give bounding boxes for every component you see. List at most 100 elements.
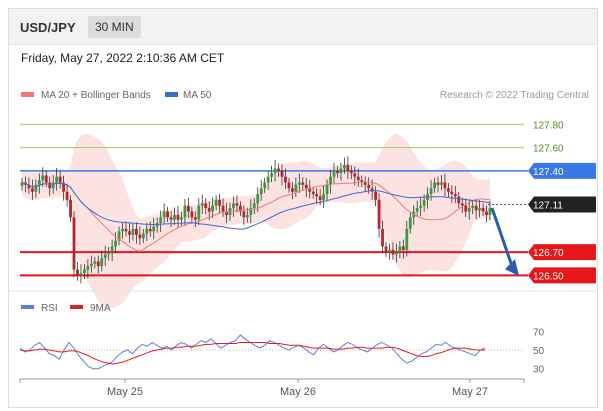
level-label-127-80: 127.80 bbox=[533, 120, 564, 131]
candle-body bbox=[20, 182, 24, 186]
rsi-legend-swatch bbox=[21, 305, 34, 309]
candle-body bbox=[422, 199, 426, 206]
candle-body bbox=[65, 191, 69, 200]
candle-body bbox=[284, 176, 287, 183]
candle-body bbox=[173, 215, 176, 220]
candle-body bbox=[273, 168, 277, 174]
candle-body bbox=[93, 261, 97, 264]
candle-body bbox=[245, 215, 249, 218]
rsi-line bbox=[19, 334, 486, 370]
candle-body bbox=[263, 182, 267, 189]
candle-body bbox=[218, 199, 221, 206]
candle-body bbox=[256, 194, 260, 204]
candle-body bbox=[232, 203, 235, 209]
candle-body bbox=[398, 246, 402, 253]
candle-body bbox=[270, 173, 273, 177]
level-label-127-11: 127.11 bbox=[533, 201, 563, 212]
candle-body bbox=[315, 194, 319, 197]
forecast-arrow-head bbox=[505, 259, 519, 277]
candle-body bbox=[356, 176, 360, 181]
candle-body bbox=[259, 188, 263, 195]
candle-body bbox=[27, 184, 31, 189]
candle-body bbox=[460, 203, 464, 206]
candle-body bbox=[471, 205, 475, 209]
candle-body bbox=[96, 261, 100, 267]
candle-body bbox=[291, 188, 294, 192]
candle-body bbox=[339, 168, 343, 174]
candle-body bbox=[79, 273, 83, 276]
candle-body bbox=[485, 211, 488, 215]
candle-body bbox=[58, 176, 62, 183]
candle-body bbox=[308, 188, 312, 192]
candle-body bbox=[443, 182, 447, 189]
candle-body bbox=[197, 205, 201, 220]
candle-body bbox=[381, 228, 384, 247]
candle-body bbox=[83, 269, 86, 274]
ma20-legend-swatch bbox=[21, 92, 34, 97]
candle-body bbox=[225, 211, 228, 215]
candle-body bbox=[433, 182, 436, 189]
candle-body bbox=[401, 246, 405, 250]
candle-body bbox=[55, 176, 59, 183]
candle-body bbox=[336, 170, 339, 174]
level-label-126-70: 126.70 bbox=[533, 248, 564, 259]
candle-body bbox=[121, 228, 124, 232]
level-label-126-50: 126.50 bbox=[533, 271, 564, 282]
candle-body bbox=[332, 170, 336, 177]
candle-body bbox=[103, 254, 107, 258]
bollinger-band-area bbox=[22, 133, 490, 309]
rsi-tick-label: 70 bbox=[533, 327, 545, 338]
candle-body bbox=[31, 188, 34, 192]
candle-body bbox=[370, 188, 374, 192]
candle-body bbox=[429, 188, 433, 195]
candle-body bbox=[329, 176, 332, 185]
candle-body bbox=[162, 211, 166, 218]
candle-body bbox=[436, 182, 440, 185]
chart-datetime: Friday, May 27, 2022 2:10:36 AM CET bbox=[21, 51, 225, 65]
ma50-legend-swatch bbox=[165, 92, 178, 97]
research-credit: Research © 2022 Trading Central bbox=[440, 90, 589, 101]
candle-body bbox=[322, 194, 325, 200]
candles bbox=[20, 156, 492, 284]
candle-body bbox=[450, 191, 454, 195]
candle-body bbox=[280, 170, 284, 177]
candle-body bbox=[457, 196, 461, 204]
forecast-arrow-shaft bbox=[490, 207, 514, 267]
candle-body bbox=[148, 228, 152, 232]
candle-body bbox=[447, 188, 450, 192]
candle-body bbox=[107, 252, 111, 255]
candle-body bbox=[294, 184, 298, 192]
candle-body bbox=[474, 205, 478, 211]
candle-body bbox=[388, 249, 391, 253]
candle-body bbox=[440, 182, 443, 185]
timeframe-button[interactable]: 30 MIN bbox=[88, 16, 141, 38]
candle-body bbox=[481, 208, 485, 212]
ma50-legend-label: MA 50 bbox=[183, 90, 212, 101]
candle-body bbox=[190, 211, 194, 218]
candle-body bbox=[135, 228, 138, 235]
candle-body bbox=[353, 173, 357, 177]
candle-body bbox=[266, 176, 270, 183]
candle-body bbox=[405, 228, 409, 250]
candle-body bbox=[252, 203, 256, 209]
candle-body bbox=[318, 196, 322, 200]
candle-body bbox=[152, 226, 156, 232]
candle-body bbox=[211, 205, 215, 212]
candle-body bbox=[343, 165, 346, 169]
candle-body bbox=[48, 182, 52, 189]
candle-body bbox=[301, 182, 305, 185]
candle-body bbox=[391, 249, 395, 255]
candle-body bbox=[89, 263, 93, 267]
ma20-line bbox=[21, 181, 491, 252]
ma20-legend-label: MA 20 + Bollinger Bands bbox=[41, 90, 151, 101]
rsi-ma-line bbox=[19, 342, 485, 365]
candle-body bbox=[464, 205, 468, 212]
candle-body bbox=[249, 208, 253, 215]
candle-body bbox=[419, 205, 423, 209]
candle-body bbox=[86, 266, 90, 270]
candle-body bbox=[41, 175, 45, 181]
candle-body bbox=[311, 191, 315, 195]
candle-body bbox=[363, 182, 367, 185]
candle-body bbox=[187, 205, 190, 212]
